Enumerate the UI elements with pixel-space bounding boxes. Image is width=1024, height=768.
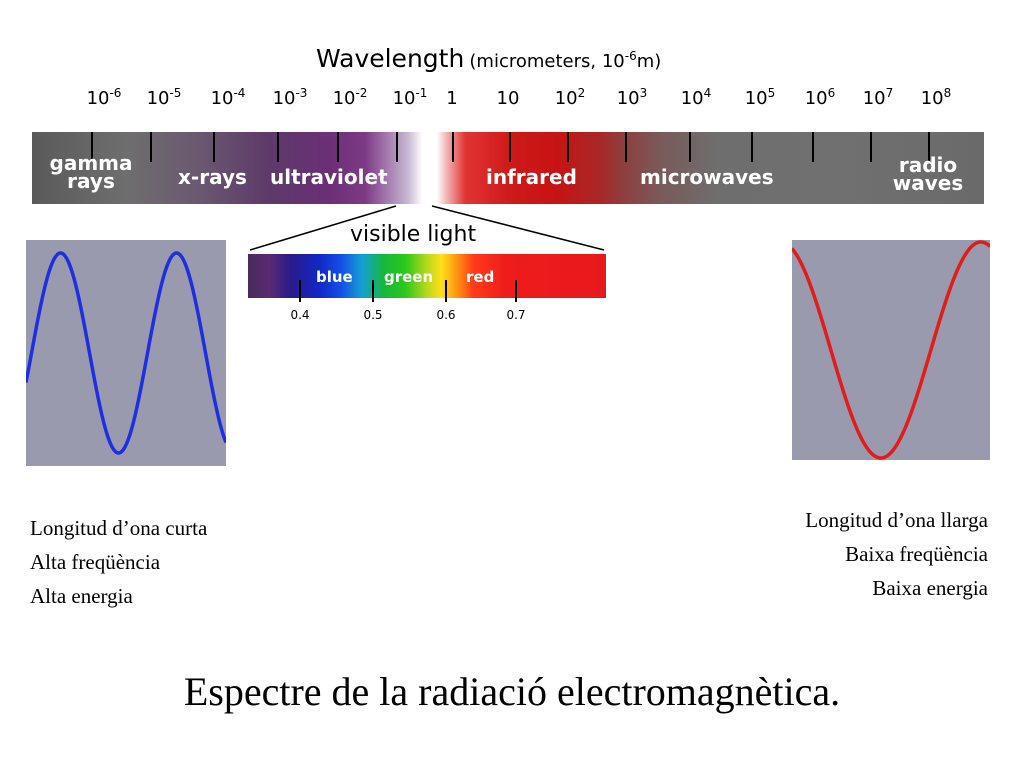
scale-tick-label: 102 (554, 86, 586, 109)
short-wave-caption: Longitud d’ona curta Alta freqüència Alt… (30, 511, 207, 613)
bar-tick (625, 132, 627, 162)
band-label-microwaves: microwaves (640, 165, 774, 189)
bar-tick (751, 132, 753, 162)
visible-light-title: visible light (350, 222, 477, 247)
scale-tick-label: 108 (920, 86, 952, 109)
bar-tick (396, 132, 398, 162)
bar-tick (277, 132, 279, 162)
bar-tick (812, 132, 814, 162)
bar-tick (509, 132, 511, 162)
short-wave-panel (26, 240, 226, 466)
scale-tick-label: 10-3 (272, 86, 308, 109)
caption-line: Baixa energia (872, 576, 988, 600)
band-label-infrared: infrared (486, 165, 577, 189)
bar-tick (567, 132, 569, 162)
scale-tick-label: 105 (744, 86, 776, 109)
bar-tick (928, 132, 930, 162)
bar-tick (91, 132, 93, 162)
bar-tick (870, 132, 872, 162)
bar-tick (689, 132, 691, 162)
scale-tick-label: 10-5 (146, 86, 182, 109)
scale-tick-label: 10-4 (210, 86, 246, 109)
visible-tick-label: 0.7 (506, 308, 526, 322)
scale-tick-label: 106 (804, 86, 836, 109)
scale-tick-label: 1 (446, 88, 458, 109)
long-wave-caption: Longitud d’ona llarga Baixa freqüència B… (805, 503, 988, 605)
visible-tick (515, 280, 517, 302)
visible-label-blue: blue (316, 268, 353, 286)
bar-tick (452, 132, 454, 162)
visible-tick (372, 280, 374, 302)
caption-line: Alta energia (30, 584, 133, 608)
visible-tick (445, 280, 447, 302)
em-spectrum-bar: gamma rays x-rays ultraviolet infrared m… (32, 132, 984, 204)
wavelength-label: Wavelength (316, 44, 465, 73)
scale-tick-label: 107 (862, 86, 894, 109)
band-label-xrays: x-rays (178, 165, 247, 189)
bar-tick (213, 132, 215, 162)
bar-tick (337, 132, 339, 162)
bar-tick (150, 132, 152, 162)
caption-line: Alta freqüència (30, 550, 161, 574)
visible-tick-label: 0.4 (290, 308, 310, 322)
band-label-gamma: gamma rays (49, 151, 133, 193)
band-label-ultraviolet: ultraviolet (270, 165, 388, 189)
long-wave-panel (792, 240, 990, 460)
long-wave-icon (792, 240, 990, 460)
scale-tick-label: 10 (496, 88, 520, 109)
caption-line: Longitud d’ona llarga (805, 508, 988, 532)
scale-tick-label: 103 (616, 86, 648, 109)
scale-tick-label: 10-1 (392, 86, 428, 109)
band-label-radio: radio waves (892, 153, 964, 195)
scale-tick-label: 10-6 (86, 86, 122, 109)
short-wave-icon (26, 251, 226, 455)
wavelength-title: Wavelength (micrometers, 10-6m) (316, 44, 661, 73)
wavelength-unit: (micrometers, 10-6m) (469, 49, 662, 72)
visible-tick-label: 0.5 (363, 308, 383, 322)
short-wave-curve (26, 251, 226, 455)
visible-label-green: green (384, 268, 434, 286)
scale-tick-label: 104 (680, 86, 712, 109)
visible-label-red: red (466, 268, 495, 286)
visible-tick-label: 0.6 (436, 308, 456, 322)
long-wave-curve (792, 240, 990, 460)
visible-tick (299, 280, 301, 302)
page-title: Espectre de la radiació electromagnètica… (183, 669, 841, 714)
visible-spectrum-bar (248, 254, 606, 298)
caption-line: Baixa freqüència (845, 542, 988, 566)
scale-tick-label: 10-2 (332, 86, 368, 109)
caption-line: Longitud d’ona curta (30, 516, 208, 540)
